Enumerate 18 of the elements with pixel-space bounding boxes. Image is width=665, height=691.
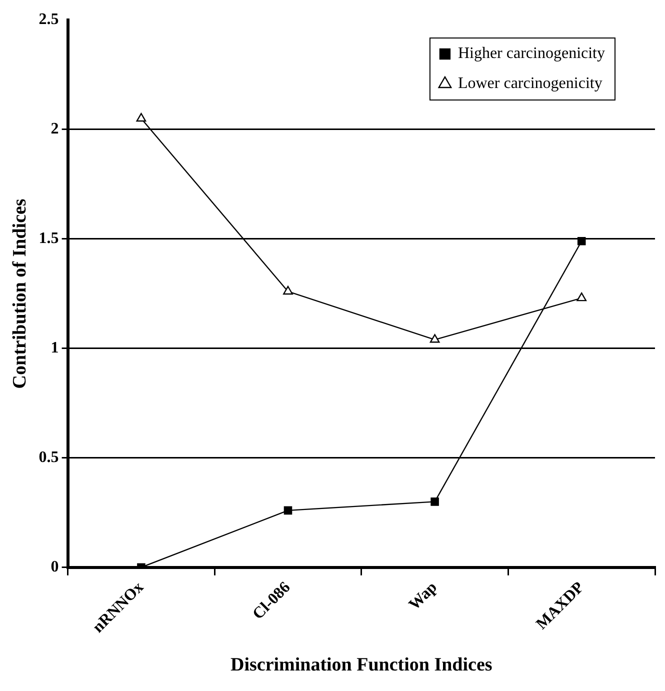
point: [284, 506, 292, 515]
x-tick-label: Wap: [406, 578, 441, 614]
y-axis-title: Contribution of Indices: [9, 198, 30, 389]
y-tick-label: 0: [50, 558, 59, 576]
y-tick-label: 1.5: [38, 230, 59, 248]
y-tick-label: 2: [50, 120, 59, 138]
legend-label: Lower carcinogenicity: [458, 75, 602, 92]
point: [577, 237, 586, 246]
y-tick-label: 1: [50, 340, 59, 357]
point: [576, 292, 587, 302]
legend-label: Higher carcinogenicity: [458, 45, 605, 62]
point: [283, 286, 293, 295]
x-axis-title: Discrimination Function Indices: [230, 654, 492, 676]
point: [430, 498, 439, 506]
y-tick-label: 2.5: [38, 11, 59, 28]
y-tick-label: 0.5: [38, 449, 59, 466]
point: [430, 334, 440, 343]
point: [136, 112, 146, 122]
